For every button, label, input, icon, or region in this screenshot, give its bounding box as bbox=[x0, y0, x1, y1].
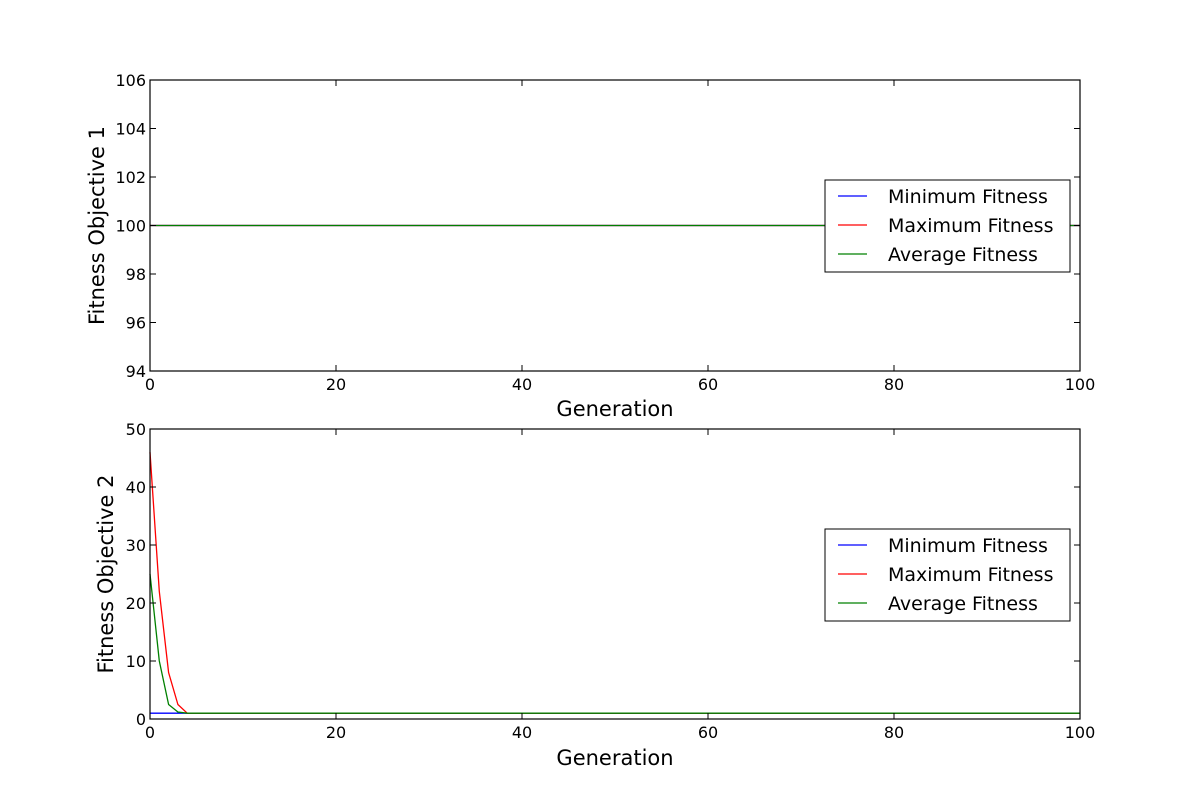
legend-label: Maximum Fitness bbox=[888, 564, 1053, 586]
y-tick-label: 98 bbox=[126, 265, 146, 284]
x-tick-label: 100 bbox=[1065, 375, 1096, 394]
legend-label: Average Fitness bbox=[888, 244, 1038, 266]
x-tick-label: 60 bbox=[698, 723, 718, 742]
x-tick-label: 40 bbox=[512, 723, 532, 742]
x-tick-label: 20 bbox=[326, 375, 346, 394]
legend-label: Minimum Fitness bbox=[888, 535, 1048, 557]
legend-box bbox=[824, 179, 1071, 273]
plot-frame bbox=[149, 428, 1081, 720]
x-tick-label: 100 bbox=[1065, 723, 1096, 742]
x-tick-label: 20 bbox=[326, 723, 346, 742]
legend-label: Minimum Fitness bbox=[888, 186, 1048, 208]
x-tick-label: 60 bbox=[698, 375, 718, 394]
x-tick-label: 80 bbox=[884, 375, 904, 394]
legend: Minimum Fitness Maximum Fitness Average Fi… bbox=[824, 179, 1071, 273]
y-tick-label: 94 bbox=[126, 362, 146, 381]
legend-label: Average Fitness bbox=[888, 593, 1038, 615]
legend-label: Maximum Fitness bbox=[888, 215, 1053, 237]
y-tick-label: 40 bbox=[126, 478, 146, 497]
y-tick-label: 104 bbox=[115, 120, 146, 139]
x-tick-label: 0 bbox=[145, 375, 155, 394]
y-tick-label: 10 bbox=[126, 652, 146, 671]
y-tick-label: 20 bbox=[126, 594, 146, 613]
x-tick-label: 0 bbox=[145, 723, 155, 742]
x-axis-title: Generation bbox=[556, 746, 673, 770]
subplot-1: 0 20 40 60 80 100 94 96 98 100 102 104 106 Generation… bbox=[85, 71, 1095, 421]
y-tick-label: 100 bbox=[115, 217, 146, 236]
y-tick-label: 30 bbox=[126, 536, 146, 555]
y-axis-title: Fitness Objective 2 bbox=[94, 474, 118, 673]
y-tick-label: 96 bbox=[126, 314, 146, 333]
y-tick-label: 0 bbox=[136, 710, 146, 729]
x-axis-title: Generation bbox=[556, 397, 673, 421]
y-axis-title: Fitness Objective 1 bbox=[85, 126, 109, 325]
subplot-2: 0 20 40 60 80 100 0 10 20 30 40 50 Generation Fitness… bbox=[94, 420, 1095, 770]
x-tick-label: 40 bbox=[512, 375, 532, 394]
y-tick-label: 102 bbox=[115, 168, 146, 187]
y-tick-label: 106 bbox=[115, 71, 146, 90]
y-tick-label: 50 bbox=[126, 420, 146, 439]
legend-box bbox=[824, 528, 1071, 622]
legend: Minimum Fitness Maximum Fitness Average Fi… bbox=[824, 528, 1071, 622]
x-tick-label: 80 bbox=[884, 723, 904, 742]
